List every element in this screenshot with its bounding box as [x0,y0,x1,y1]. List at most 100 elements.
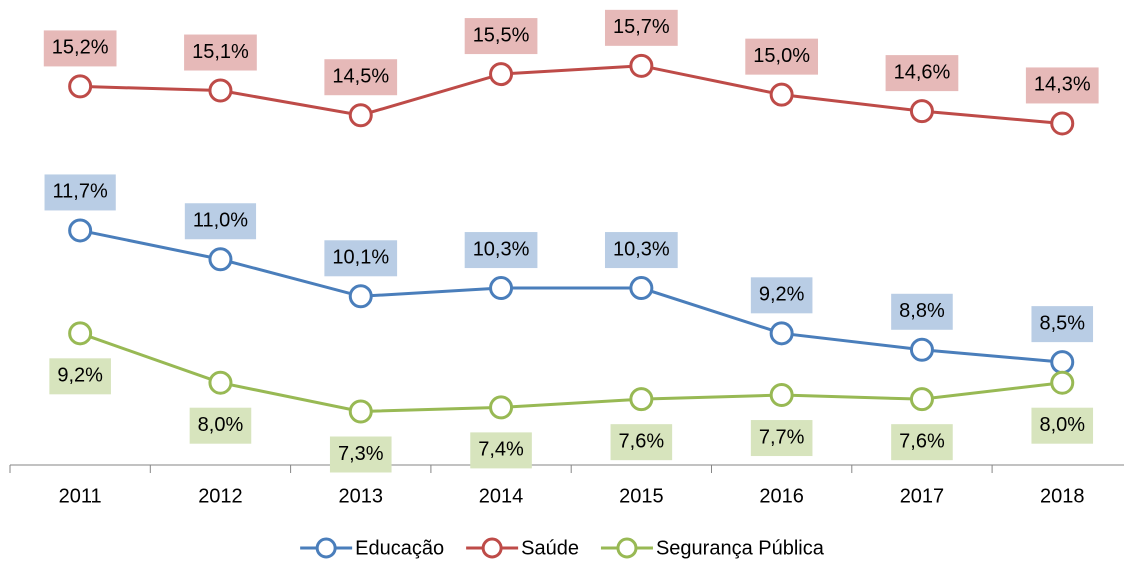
data-label-box [610,424,673,461]
data-label: 9,2% [49,358,111,395]
point [629,387,654,412]
data-label: 15,1% [184,34,257,71]
data-label: 15,0% [745,38,819,75]
data-label-box [745,38,819,75]
data-label-box [1025,67,1099,104]
data-label: 7,7% [750,420,813,457]
point [909,99,934,124]
data-label-box [329,436,392,473]
data-label-text: 14,6% [894,61,951,83]
data-label-text: 10,3% [473,238,530,260]
x-tick-label: 2016 [759,485,804,507]
point [489,276,514,301]
point [629,276,654,301]
legend-label: Saúde [521,537,579,559]
data-label-text: 7,4% [478,439,524,461]
data-label-box [891,293,953,330]
data-label-box [184,203,257,240]
data-label: 7,4% [470,432,532,469]
data-label-text: 7,7% [759,426,805,448]
data-label-text: 11,7% [53,181,108,203]
data-label-text: 9,2% [759,284,805,306]
point [1050,370,1075,395]
data-label: 8,0% [1031,407,1094,444]
data-label-box [324,240,398,277]
data-label: 8,8% [891,293,953,330]
data-label-box [891,424,953,461]
data-label-box [885,55,959,92]
series-line [79,228,1063,364]
data-label: 10,1% [324,240,398,277]
legend-label: Segurança Pública [656,537,825,559]
data-label-box [1031,407,1094,444]
x-tick-label: 2013 [339,485,384,507]
point [769,383,794,408]
data-label-text: 8,0% [1039,414,1085,436]
point [348,103,373,128]
point [629,53,654,78]
data-label: 11,7% [44,174,116,211]
data-label-text: 15,0% [753,45,810,67]
point [208,247,233,272]
x-tick-label: 2012 [198,485,243,507]
data-label-text: 8,0% [198,414,244,436]
series-line [79,331,1063,414]
data-label: 15,2% [43,30,117,67]
data-label-text: 9,2% [57,365,103,387]
point [909,387,934,412]
data-label-text: 15,2% [52,37,109,59]
data-label: 10,3% [604,232,678,269]
data-label-text: 11,0% [193,210,248,232]
data-label: 8,0% [189,407,252,444]
data-label-text: 15,7% [613,16,670,38]
x-tick-label: 2015 [619,485,664,507]
data-label-box [1031,306,1094,343]
data-label: 15,7% [604,9,678,46]
data-label: 14,3% [1025,67,1099,104]
data-label: 11,0% [184,203,257,240]
x-tick-label: 2018 [1040,485,1085,507]
data-label: 9,2% [750,277,813,314]
legend-marker [315,537,337,559]
data-label-text: 10,3% [613,238,670,260]
point [769,321,794,346]
legend-marker [481,537,503,559]
x-tick-label: 2017 [900,485,945,507]
point [1050,111,1075,136]
point [489,62,514,87]
data-label-text: 10,1% [332,247,389,269]
point [208,78,233,103]
data-label-box [184,34,257,71]
point [348,284,373,309]
data-label-text: 7,3% [338,443,384,465]
point [1050,350,1075,375]
data-label: 14,5% [324,59,398,96]
data-label-box [464,232,538,269]
data-label-box [44,174,116,211]
legend-label: Educação [355,537,444,559]
data-label-box [189,407,252,444]
data-label-box [604,232,678,269]
point [489,395,514,420]
data-label-box [49,358,111,395]
data-label: 14,6% [885,55,959,92]
data-label-box [470,432,532,469]
data-label-text: 14,3% [1034,74,1091,96]
data-label: 15,5% [464,18,538,55]
data-label: 7,6% [610,424,673,461]
x-tick-label: 2011 [59,485,102,507]
data-label-text: 7,6% [619,430,665,452]
data-label-box [750,420,813,457]
point [909,337,934,362]
series-line [80,64,1063,125]
data-label-box [750,277,813,314]
legend-marker [616,537,638,559]
data-label: 10,3% [464,232,538,269]
data-label-text: 14,5% [332,66,389,88]
data-label-box [464,18,538,55]
data-label-text: 15,5% [473,24,530,46]
data-label-text: 8,5% [1039,312,1085,334]
data-label-box [43,30,117,67]
point [68,321,93,346]
